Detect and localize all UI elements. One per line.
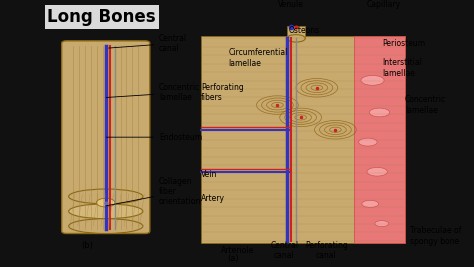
- Text: Perforating
fibers: Perforating fibers: [201, 83, 244, 103]
- Text: Collagen
fiber
orientation: Collagen fiber orientation: [106, 176, 201, 206]
- Text: Venule: Venule: [278, 0, 304, 9]
- Ellipse shape: [97, 198, 115, 207]
- Text: Vein: Vein: [201, 170, 217, 179]
- Text: Circumferential
lamellae: Circumferential lamellae: [229, 48, 288, 68]
- Text: Long Bones: Long Bones: [47, 8, 156, 26]
- Ellipse shape: [359, 138, 377, 146]
- Text: Interstitial
lamellae: Interstitial lamellae: [382, 58, 422, 78]
- FancyBboxPatch shape: [62, 41, 150, 234]
- Text: Central
canal: Central canal: [270, 241, 299, 261]
- Text: (b): (b): [81, 241, 93, 250]
- Ellipse shape: [69, 189, 143, 204]
- Ellipse shape: [362, 200, 379, 207]
- Text: Endosteum: Endosteum: [106, 133, 202, 142]
- Text: Capillary: Capillary: [367, 0, 401, 9]
- Ellipse shape: [287, 35, 305, 42]
- Ellipse shape: [361, 75, 384, 85]
- Text: Artery: Artery: [201, 194, 225, 203]
- Ellipse shape: [369, 108, 390, 117]
- Ellipse shape: [69, 219, 143, 234]
- Ellipse shape: [375, 221, 389, 227]
- Text: (a): (a): [228, 254, 239, 263]
- Bar: [201, 36, 405, 244]
- Text: Central
canal: Central canal: [109, 34, 187, 53]
- Bar: [354, 36, 405, 244]
- Text: Osteons: Osteons: [289, 26, 320, 36]
- Text: Periosteum: Periosteum: [382, 39, 425, 48]
- Text: Concentric
lamellae: Concentric lamellae: [405, 95, 446, 115]
- Text: Perforating
canal: Perforating canal: [305, 241, 347, 261]
- Ellipse shape: [367, 167, 387, 176]
- Bar: [287, 26, 305, 38]
- Text: Trabeculae of
spongy bone: Trabeculae of spongy bone: [410, 226, 461, 246]
- Text: Arteriole: Arteriole: [221, 246, 255, 255]
- Text: Concentric
lamellae: Concentric lamellae: [106, 83, 200, 103]
- Ellipse shape: [69, 204, 143, 219]
